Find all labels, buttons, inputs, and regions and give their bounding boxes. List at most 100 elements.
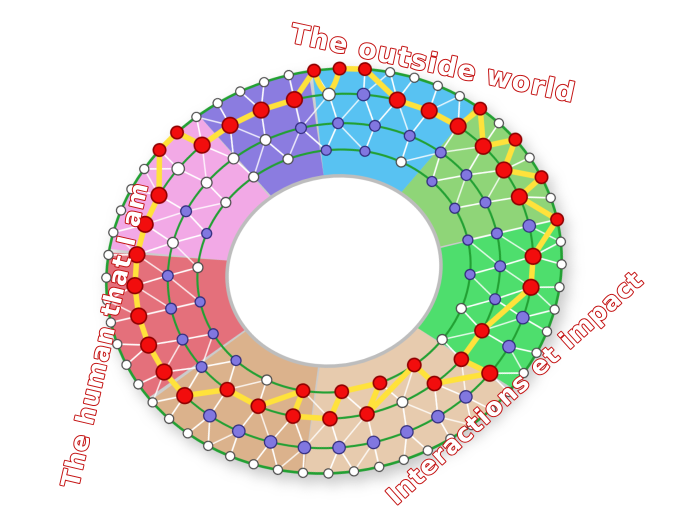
node [449,202,461,214]
node [479,196,492,209]
node [248,171,260,183]
node [258,76,270,88]
node [212,97,223,109]
node [464,268,476,281]
node [374,461,385,473]
node [147,397,158,408]
node [348,466,360,477]
path-node [453,351,470,368]
path-node [522,278,540,296]
node [259,133,272,146]
path-node [359,406,375,422]
path-node [126,277,144,295]
node [248,459,259,470]
spoke-line [300,93,330,129]
node [531,347,542,359]
path-node [128,246,146,264]
path-node [150,186,168,204]
node [192,261,204,274]
node [462,234,474,246]
path-node [250,398,267,415]
path-node [426,375,443,392]
node [493,118,505,129]
path-node [372,375,388,391]
node [454,90,465,102]
node [545,192,556,204]
node [165,302,178,315]
node [108,227,119,238]
node [207,328,219,340]
path-node [193,136,211,154]
node [522,219,537,233]
node [139,163,150,175]
node [182,428,193,439]
node [502,339,516,354]
node [272,464,284,476]
node [294,122,307,135]
path-node [285,91,304,109]
node [121,359,132,370]
node [203,440,214,452]
node [524,152,535,163]
node [126,183,137,195]
path-node [219,381,236,398]
node [403,129,416,142]
node [323,468,334,479]
path-node [406,357,422,373]
spoke-line [401,151,441,163]
node [322,87,336,102]
node [489,293,502,306]
node [171,161,186,176]
node [554,281,565,293]
path-node [322,411,338,427]
node [396,396,409,409]
sector-light-green [400,105,558,247]
sector-bright-green [416,219,562,388]
node [191,111,202,123]
path-node [550,212,565,227]
path-node [155,363,173,381]
node [555,236,567,247]
path-node [176,387,194,405]
node [460,169,473,182]
node [200,176,213,189]
node [203,408,217,423]
spoke-line [185,201,226,212]
path-node [508,132,523,147]
path-node [510,188,528,206]
node [180,205,193,218]
node [436,333,448,346]
wheel-diagram [101,61,567,479]
node [232,424,246,439]
path-node [136,215,154,233]
node [235,86,246,97]
path-node [130,307,148,325]
path-node [221,116,239,134]
spoke-line [467,239,501,267]
node [163,413,175,424]
node [263,435,278,449]
spoke-line [167,275,201,303]
node [368,119,381,132]
node [549,304,560,315]
path-node [481,364,499,382]
node [332,440,346,455]
node [194,296,206,308]
node [466,419,477,431]
node [115,205,127,216]
path-node [473,101,488,116]
sector-dark-tan [150,330,319,473]
node [503,386,514,398]
node [455,302,467,315]
node [297,440,312,455]
path-node [332,61,347,76]
node [176,333,189,346]
node [426,175,438,188]
node [195,360,208,373]
node [359,145,371,157]
node [166,236,179,249]
path-node [524,247,542,265]
node [516,310,530,325]
node [366,435,381,450]
